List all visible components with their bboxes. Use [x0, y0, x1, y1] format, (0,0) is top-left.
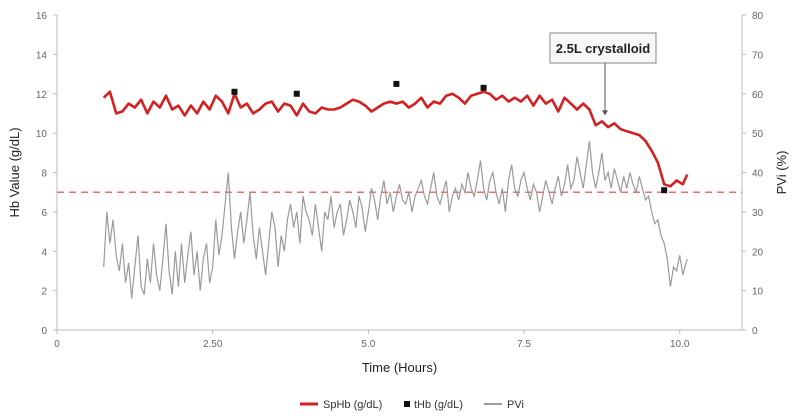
x-tick-labels: 0 2.50 5.0 7.5 10.0: [54, 330, 690, 350]
x-tick-label: 10.0: [670, 339, 690, 350]
series-sphb-line: [102, 90, 689, 188]
y-right-tick-label: 70: [752, 50, 764, 61]
legend: SpHb (g/dL) tHb (g/dL) PVi: [300, 399, 524, 411]
y-right-axis-title: PVi (%): [774, 151, 789, 195]
x-tick-label: 7.5: [517, 339, 531, 350]
x-tick-label: 2.50: [203, 339, 223, 350]
y-right-tick-label: 20: [752, 247, 764, 258]
y-left-tick-label: 14: [36, 50, 48, 61]
annotation: 2.5L crystalloid: [549, 32, 657, 116]
y-right-tick-label: 40: [752, 169, 764, 180]
x-axis-title: Time (Hours): [362, 360, 437, 375]
x-tick-label: 5.0: [361, 339, 375, 350]
y-left-tick-label: 4: [41, 247, 47, 258]
annotation-label: 2.5L crystalloid: [556, 41, 650, 56]
y-right-tick-label: 30: [752, 208, 764, 219]
y-right-tick-label: 0: [752, 326, 758, 337]
thb-point: [293, 90, 300, 97]
y-left-tick-label: 0: [41, 326, 47, 337]
legend-thb-swatch: [404, 401, 410, 407]
y-left-tick-label: 10: [36, 129, 48, 140]
y-right-tick-label: 80: [752, 11, 764, 22]
y-left-tick-label: 16: [36, 11, 48, 22]
x-tick-label: 0: [54, 339, 60, 350]
legend-thb-label: tHb (g/dL): [414, 399, 463, 411]
y-left-tick-label: 12: [36, 90, 48, 101]
annotation-arrowhead: [602, 110, 608, 116]
y-right-tick-label: 50: [752, 129, 764, 140]
series-pvi-line: [103, 140, 688, 299]
y-left-tick-labels: 0 2 4 6 8 10 12 14 16: [36, 11, 57, 337]
thb-point: [231, 88, 238, 95]
y-right-tick-labels: 0 10 20 30 40 50 60 70 80: [742, 11, 764, 337]
legend-pvi-label: PVi: [507, 399, 524, 411]
legend-sphb-label: SpHb (g/dL): [323, 399, 382, 411]
y-left-tick-label: 2: [41, 287, 47, 298]
y-left-tick-label: 6: [41, 208, 47, 219]
thb-point: [480, 84, 487, 91]
thb-point: [393, 80, 400, 87]
y-left-tick-label: 8: [41, 169, 47, 180]
y-left-axis-title: Hb Value (g/dL): [7, 127, 22, 217]
y-right-tick-label: 60: [752, 90, 764, 101]
series-thb-points: [231, 80, 668, 194]
y-right-tick-label: 10: [752, 287, 764, 298]
thb-point: [661, 187, 668, 194]
annotation-box: [549, 32, 657, 64]
